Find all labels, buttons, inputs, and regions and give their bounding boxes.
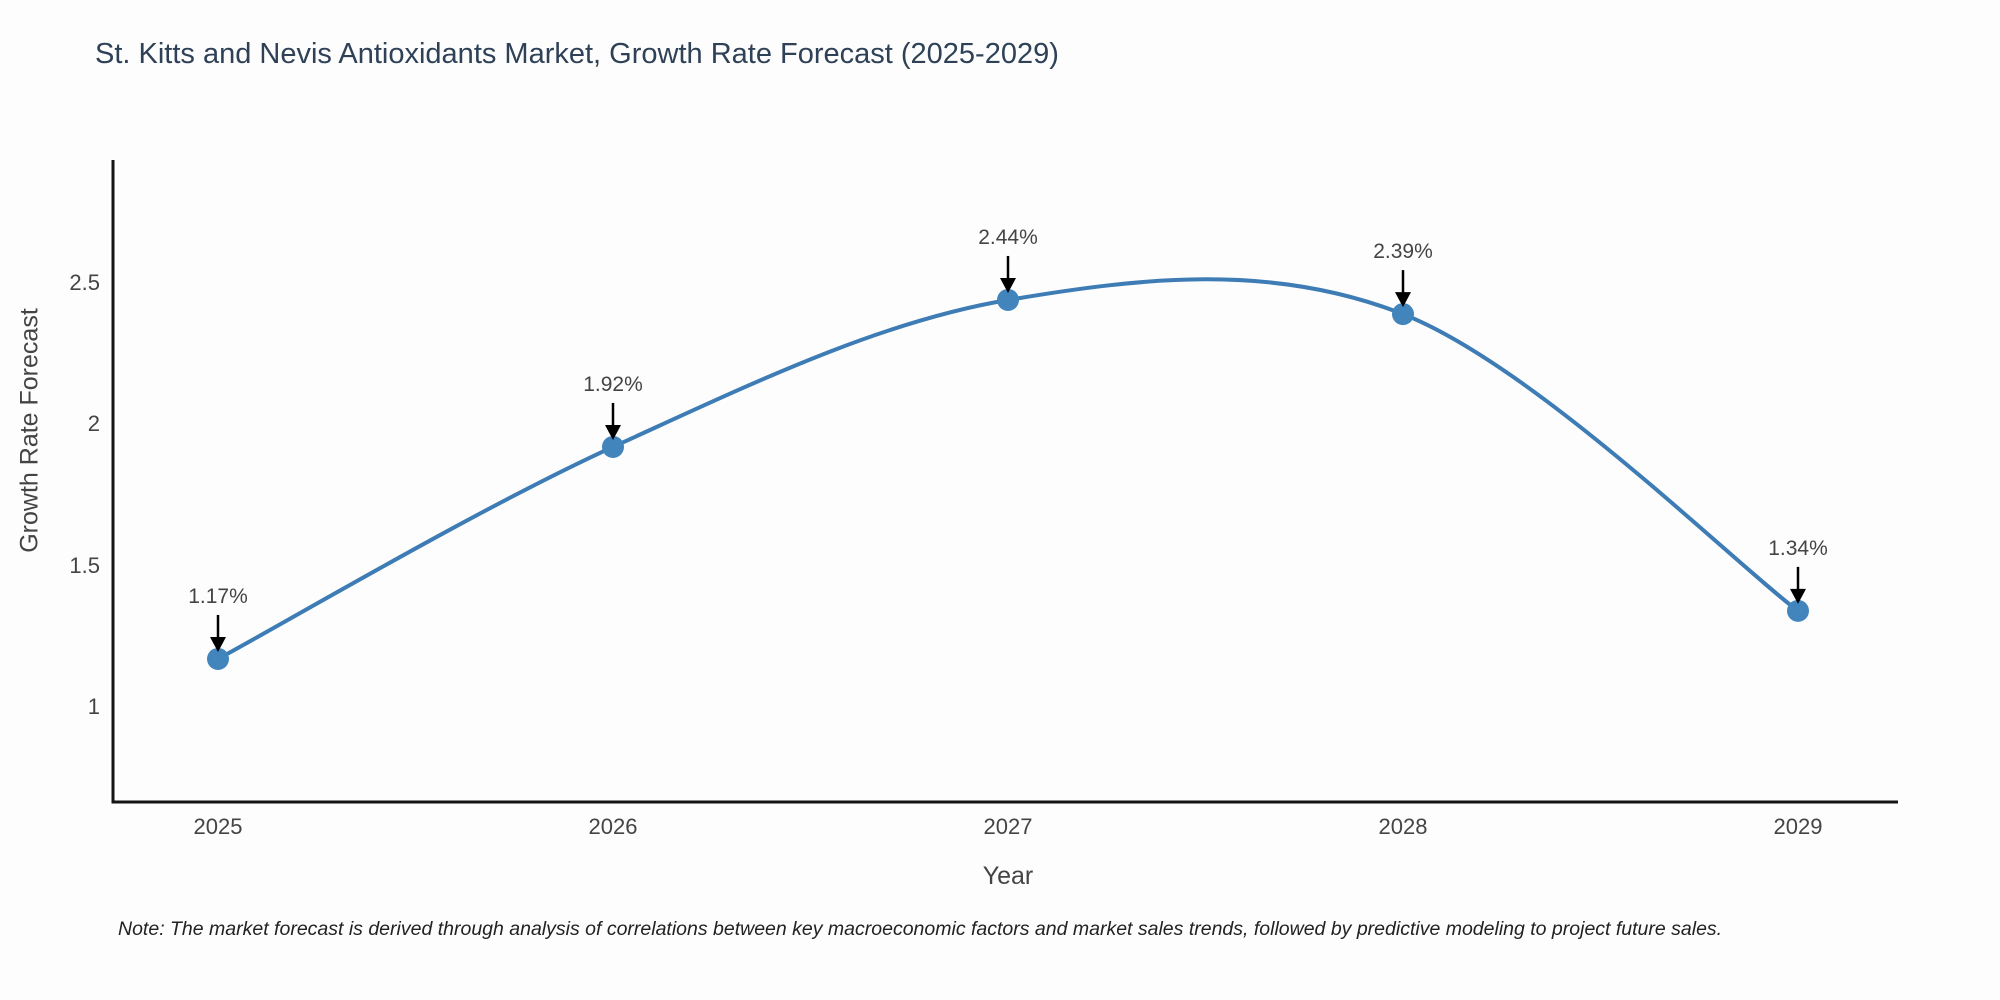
data-point-marker	[997, 288, 1019, 311]
data-point-marker	[1787, 599, 1809, 622]
y-tick-label: 1	[87, 694, 100, 719]
point-value-label: 2.39%	[1373, 240, 1433, 264]
point-value-label: 2.44%	[978, 225, 1038, 249]
chart-title: St. Kitts and Nevis Antioxidants Market,…	[95, 38, 1059, 70]
data-point-marker	[207, 647, 229, 670]
data-point-marker	[602, 435, 624, 458]
footnote: Note: The market forecast is derived thr…	[118, 918, 1723, 940]
x-tick-label: 2027	[983, 814, 1033, 839]
point-value-label: 1.92%	[583, 372, 643, 396]
y-tick-label: 1.5	[69, 552, 100, 578]
point-value-label: 1.17%	[188, 584, 248, 608]
x-tick-label: 2025	[193, 814, 243, 839]
x-tick-label: 2028	[1378, 814, 1428, 839]
annotation-arrowhead-icon	[1790, 588, 1806, 604]
annotation-arrowhead-icon	[1000, 277, 1016, 293]
data-point-marker	[1392, 303, 1414, 326]
x-tick-label: 2029	[1773, 814, 1823, 839]
annotation-arrowhead-icon	[210, 636, 226, 652]
annotation-arrowhead-icon	[1395, 292, 1411, 308]
y-tick-label: 2	[87, 411, 100, 437]
forecast-line	[217, 277, 1800, 661]
point-value-label: 1.34%	[1768, 536, 1828, 560]
annotation-arrowhead-icon	[605, 424, 621, 440]
y-tick-label: 2.5	[69, 269, 100, 295]
x-axis-title: Year	[982, 862, 1034, 890]
x-tick-label: 2026	[588, 814, 638, 839]
